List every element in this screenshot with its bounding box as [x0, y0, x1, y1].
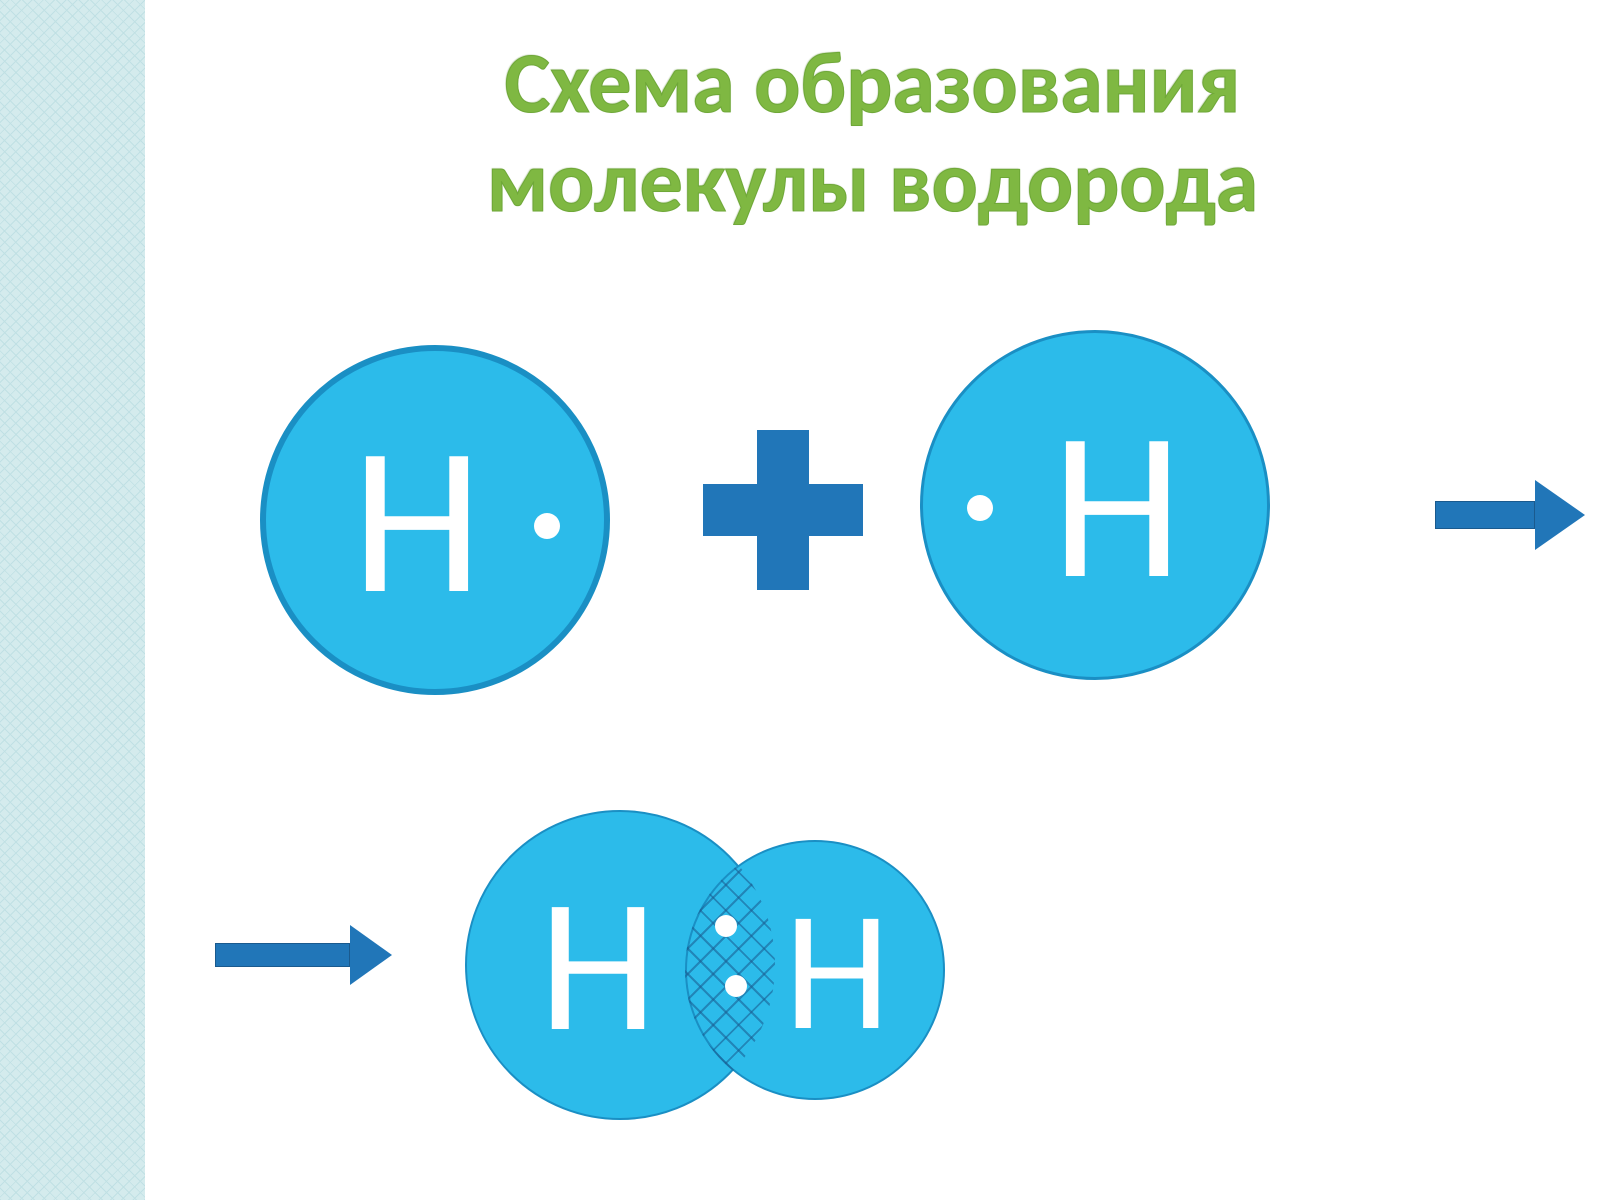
slide-title: Схема образования молекулы водорода — [145, 35, 1600, 233]
slide-content: Схема образования молекулы водорода Н Н … — [145, 0, 1600, 1200]
shared-electron-dot — [725, 975, 747, 997]
atom-label: Н — [1052, 377, 1183, 633]
electron-dot — [967, 495, 993, 521]
atom-label: Н — [352, 392, 483, 648]
sidebar-pattern — [0, 0, 145, 1200]
hydrogen-atom-right: Н — [920, 330, 1270, 680]
reaction-row-product: Н Н — [145, 810, 1600, 1150]
plus-icon — [703, 430, 863, 590]
atom-label: Н — [784, 866, 890, 1074]
hydrogen-atom-left: Н — [260, 345, 610, 695]
atom-label: Н — [539, 849, 657, 1081]
title-line-1: Схема образования — [145, 35, 1600, 134]
title-line-2: молекулы водорода — [145, 134, 1600, 233]
shared-electron-dot — [715, 915, 737, 937]
reaction-row-reactants: Н Н — [145, 330, 1600, 730]
electron-dot — [534, 513, 560, 539]
